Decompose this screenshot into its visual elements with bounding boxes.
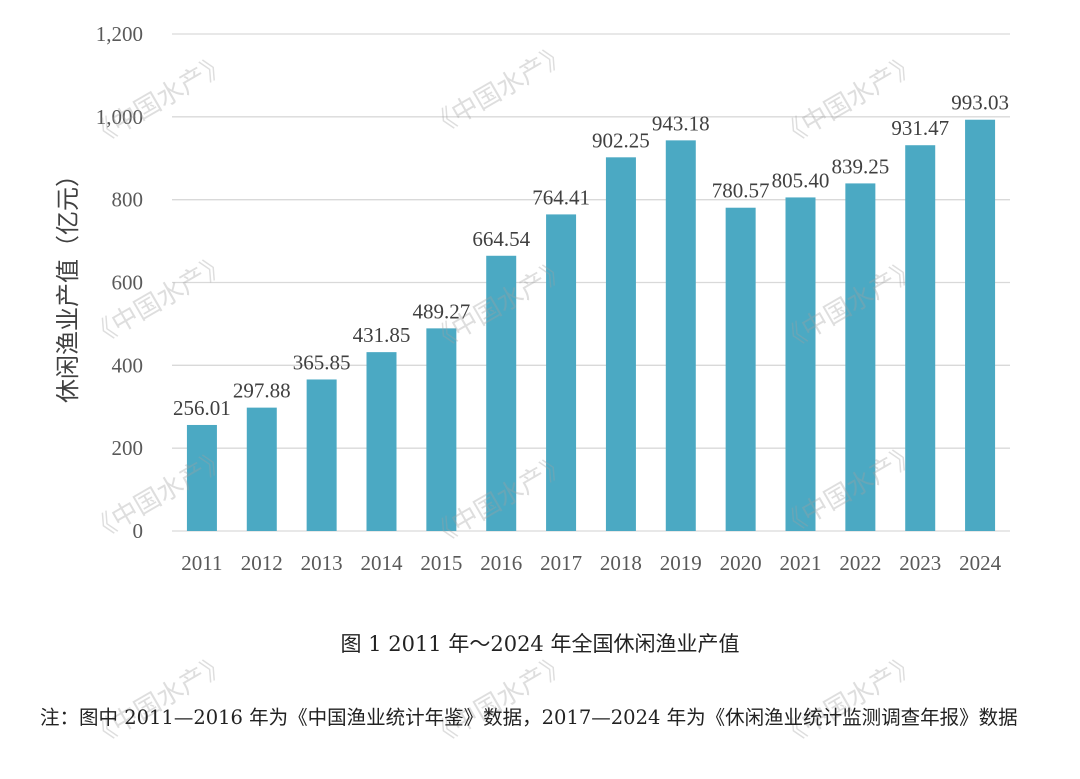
bar: [605, 157, 636, 532]
x-tick-label: 2015: [420, 551, 462, 575]
gridlines: [172, 33, 1010, 532]
x-tick-label: 2023: [899, 551, 941, 575]
data-label: 780.57: [712, 179, 770, 203]
bar: [845, 183, 876, 531]
y-axis-ticks: 0 200 400 600 800 1,000 1,200: [96, 22, 143, 543]
y-tick-label: 800: [112, 188, 144, 212]
x-tick-label: 2019: [660, 551, 702, 575]
y-tick-label: 400: [112, 353, 144, 377]
bar: [725, 207, 756, 531]
x-tick-label: 2014: [361, 551, 404, 575]
figure-caption: 图 1 2011 年～2024 年全国休闲渔业产值: [340, 632, 740, 656]
x-tick-label: 2022: [839, 551, 881, 575]
y-tick-label: 1,000: [96, 105, 143, 129]
watermark: 《中国水产》: [84, 648, 235, 753]
x-tick-label: 2024: [959, 551, 1002, 575]
x-tick-label: 2011: [181, 551, 222, 575]
data-label: 805.40: [772, 168, 830, 192]
data-label: 256.01: [173, 396, 231, 420]
x-tick-label: 2018: [600, 551, 642, 575]
data-label: 943.18: [652, 111, 710, 135]
bar: [426, 328, 457, 531]
figure-note: 注：图中 2011—2016 年为《中国渔业统计年鉴》数据，2017—2024 …: [40, 706, 1018, 729]
y-tick-label: 1,200: [96, 22, 143, 46]
y-tick-label: 0: [133, 519, 144, 543]
watermark: 《中国水产》: [424, 648, 575, 753]
bars: [186, 119, 996, 532]
data-label: 993.03: [951, 91, 1009, 115]
bar: [366, 352, 397, 531]
bar: [486, 255, 517, 531]
y-axis-label: 休闲渔业产值（亿元）: [54, 163, 82, 403]
x-axis-ticks: 2011 2012 2013 2014 2015 2016 2017 2018 2019 2020…: [181, 551, 1001, 575]
x-tick-label: 2016: [480, 551, 522, 575]
bar: [186, 424, 217, 531]
data-label: 297.88: [233, 379, 291, 403]
x-tick-label: 2013: [301, 551, 343, 575]
data-label: 764.41: [532, 185, 590, 209]
data-label: 664.54: [472, 227, 530, 251]
x-tick-label: 2020: [720, 551, 762, 575]
x-tick-label: 2012: [241, 551, 283, 575]
data-label: 489.27: [412, 299, 470, 323]
bar: [546, 214, 577, 531]
y-tick-label: 600: [112, 271, 144, 295]
x-tick-label: 2017: [540, 551, 582, 575]
data-label: 365.85: [293, 350, 351, 374]
bar: [785, 197, 816, 531]
bar: [905, 145, 936, 531]
bar: [306, 379, 337, 531]
y-tick-label: 200: [112, 436, 144, 460]
data-label: 931.47: [891, 116, 949, 140]
bar: [665, 140, 696, 532]
bar-chart: 0 200 400 600 800 1,000 1,200 256.01297.88365.…: [54, 22, 1010, 575]
data-label: 431.85: [353, 323, 411, 347]
bar: [965, 119, 996, 531]
data-label: 902.25: [592, 128, 650, 152]
watermark: 《中国水产》: [774, 648, 925, 753]
bar: [246, 407, 277, 531]
x-tick-label: 2021: [780, 551, 822, 575]
data-label: 839.25: [831, 154, 889, 178]
